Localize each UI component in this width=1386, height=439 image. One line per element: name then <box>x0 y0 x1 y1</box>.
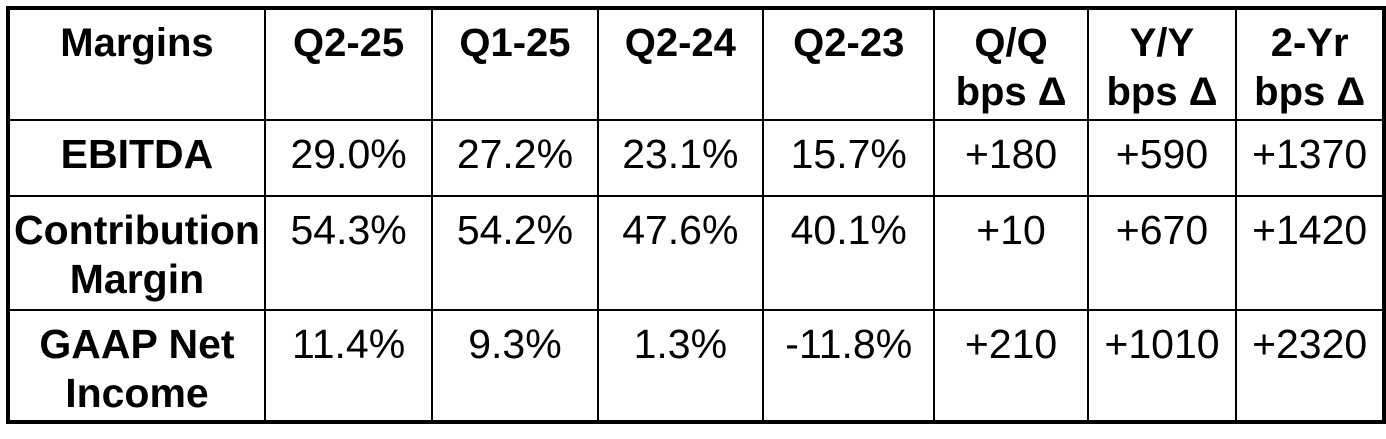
cell-contrib-q2-24: 47.6% <box>596 195 765 311</box>
cell-gaap-yy-bps: +1010 <box>1086 309 1238 423</box>
cell-ebitda-2yr-bps: +1370 <box>1235 119 1385 197</box>
row-label-contribution-margin: Contribution Margin <box>7 195 266 311</box>
cell-gaap-q2-23: -11.8% <box>762 309 936 423</box>
cell-contrib-qq-bps: +10 <box>933 195 1089 311</box>
cell-gaap-2yr-bps: +2320 <box>1235 309 1385 423</box>
cell-gaap-q1-25: 9.3% <box>431 309 599 423</box>
cell-contrib-q2-25: 54.3% <box>263 195 434 311</box>
table-row-contribution-margin: Contribution Margin 54.3% 54.2% 47.6% 40… <box>7 195 1385 311</box>
header-cell-yy-bps: Y/Y bps Δ <box>1086 7 1238 121</box>
cell-ebitda-q2-25: 29.0% <box>263 119 434 197</box>
table-row-gaap-net-income: GAAP Net Income 11.4% 9.3% 1.3% -11.8% +… <box>7 309 1385 423</box>
cell-gaap-qq-bps: +210 <box>933 309 1089 423</box>
cell-gaap-q2-24: 1.3% <box>596 309 765 423</box>
header-cell-2yr-bps: 2-Yr bps Δ <box>1235 7 1385 121</box>
cell-contrib-2yr-bps: +1420 <box>1235 195 1385 311</box>
margins-table: Margins Q2-25 Q1-25 Q2-24 Q2-23 Q/Q bps … <box>6 6 1386 424</box>
cell-ebitda-q1-25: 27.2% <box>431 119 599 197</box>
header-cell-q2-24: Q2-24 <box>596 7 765 121</box>
cell-contrib-q2-23: 40.1% <box>762 195 936 311</box>
header-row: Margins Q2-25 Q1-25 Q2-24 Q2-23 Q/Q bps … <box>7 7 1385 121</box>
cell-ebitda-qq-bps: +180 <box>933 119 1089 197</box>
header-cell-margins: Margins <box>7 7 266 121</box>
cell-contrib-yy-bps: +670 <box>1086 195 1238 311</box>
row-label-ebitda: EBITDA <box>7 119 266 197</box>
cell-ebitda-yy-bps: +590 <box>1086 119 1238 197</box>
cell-gaap-q2-25: 11.4% <box>263 309 434 423</box>
table-row-ebitda: EBITDA 29.0% 27.2% 23.1% 15.7% +180 +590… <box>7 119 1385 197</box>
cell-contrib-q1-25: 54.2% <box>431 195 599 311</box>
row-label-gaap-net-income: GAAP Net Income <box>7 309 266 423</box>
cell-ebitda-q2-24: 23.1% <box>596 119 765 197</box>
header-cell-q2-25: Q2-25 <box>263 7 434 121</box>
header-cell-qq-bps: Q/Q bps Δ <box>933 7 1089 121</box>
header-cell-q2-23: Q2-23 <box>762 7 936 121</box>
header-cell-q1-25: Q1-25 <box>431 7 599 121</box>
cell-ebitda-q2-23: 15.7% <box>762 119 936 197</box>
